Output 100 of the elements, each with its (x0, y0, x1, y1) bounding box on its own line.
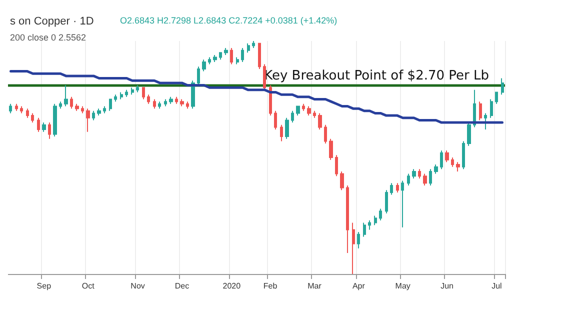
candlestick (401, 180, 404, 228)
candlestick (114, 94, 117, 102)
candlestick (131, 87, 134, 96)
candlestick (490, 98, 493, 118)
candlestick (484, 112, 487, 130)
candlestick (501, 78, 504, 96)
candlestick (418, 168, 421, 179)
x-tick-label: Mar (308, 282, 322, 290)
candlestick (224, 47, 228, 56)
candlestick (169, 96, 173, 104)
candlestick (175, 96, 178, 104)
candlestick (92, 110, 95, 121)
candlestick (70, 96, 73, 110)
candlestick (81, 106, 84, 114)
candlestick (407, 173, 410, 186)
candlestick (269, 84, 272, 116)
candlestick (357, 232, 360, 249)
candlestick (219, 52, 222, 60)
candlestick (285, 117, 289, 140)
candlestick (230, 47, 233, 65)
candlestick (158, 101, 161, 110)
candlestick (153, 98, 156, 110)
candlestick (103, 106, 106, 114)
x-tick-label: Apr (352, 282, 366, 290)
candlestick (109, 98, 112, 112)
x-tick-label: Sep (36, 282, 52, 290)
candlestick (15, 103, 18, 112)
candlestick (247, 42, 250, 54)
candlestick (191, 80, 195, 110)
candlestick (385, 190, 388, 214)
candlestick (456, 162, 460, 172)
candlestick (26, 108, 29, 118)
candlestick (147, 94, 150, 104)
candlestick (48, 122, 51, 140)
candlestick (445, 150, 449, 163)
candlestick (307, 106, 311, 116)
candlestick (258, 42, 261, 70)
candlestick (97, 108, 101, 116)
candlestick (120, 92, 123, 100)
x-tick-label: Oct (82, 282, 96, 290)
candlestick (479, 101, 482, 121)
candlestick (208, 56, 211, 65)
x-tick-label: May (395, 282, 410, 290)
candlestick (434, 164, 438, 174)
text: O2.6843 H2.7298 L2.6843 C2.7224 +0.0381 (+1.42%) (120, 16, 338, 26)
x-tick-label: Feb (263, 282, 278, 290)
candlestick (467, 122, 471, 146)
candlestick (390, 182, 393, 196)
candlestick (202, 59, 206, 72)
candlestick (396, 182, 399, 193)
x-tick-label: Dec (174, 282, 190, 290)
candlestick (213, 54, 217, 62)
candlestick (318, 112, 322, 130)
candlestick (180, 98, 184, 107)
candlestick (186, 101, 189, 110)
candlestick (451, 157, 454, 168)
x-tick-label: Jun (440, 282, 454, 290)
candlestick (379, 208, 382, 221)
candlestick (368, 220, 371, 230)
candlestick (136, 84, 139, 93)
candlestick (31, 112, 34, 124)
candlestick (302, 103, 305, 112)
candlestick (252, 40, 255, 48)
candlestick (280, 124, 283, 142)
candlestick (440, 150, 443, 170)
candlestick (340, 170, 344, 191)
chart-title: s on Copper · 1D (10, 16, 94, 28)
candlestick (125, 89, 128, 98)
candlestick (142, 87, 145, 100)
candlestick (236, 56, 239, 65)
candlestick (42, 122, 46, 132)
candlestick (263, 64, 266, 90)
candlestick (363, 222, 366, 238)
candlestick (313, 110, 316, 118)
candlestick (59, 101, 62, 110)
candlestick (429, 168, 432, 186)
x-tick-label: Nov (130, 282, 145, 290)
candlestick (462, 140, 465, 170)
candlestick (352, 222, 355, 274)
candlestick (75, 103, 79, 112)
candlestick (20, 106, 23, 114)
candlestick (335, 154, 338, 177)
candlestick (346, 184, 349, 254)
x-tick-label: 2020 (222, 282, 242, 290)
candlestick (329, 138, 333, 160)
candlestick (53, 103, 57, 138)
candlestick (274, 110, 277, 130)
candlestick (291, 110, 294, 124)
candlestick (86, 108, 90, 132)
candlestick (412, 168, 416, 179)
candlestick (473, 89, 476, 128)
annotation: 200 close 0 2.5562 (10, 32, 86, 42)
candlestick (197, 66, 200, 86)
x-tick-label: Jul (492, 282, 502, 290)
candlestick (241, 47, 244, 62)
candlestick (296, 106, 300, 116)
candlestick (37, 117, 40, 132)
candlestick (9, 103, 12, 114)
candlestick (324, 124, 327, 144)
candlestick (64, 84, 68, 107)
